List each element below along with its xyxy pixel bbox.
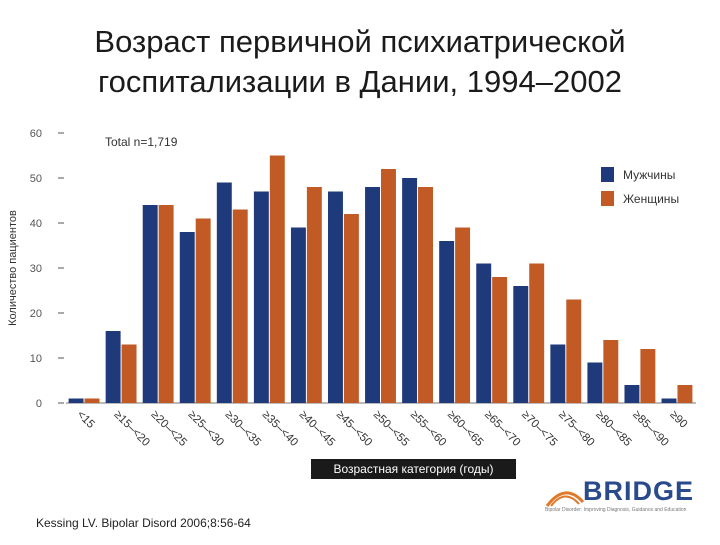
bar-men — [216, 182, 232, 403]
bridge-logo: BRIDGE Bipolar Disorder: Improving Diagn… — [545, 476, 710, 516]
bar-women — [640, 349, 656, 403]
legend-swatch — [601, 191, 614, 206]
bar-men — [550, 344, 566, 403]
legend-swatch — [601, 167, 614, 182]
bar-women — [269, 155, 285, 403]
title-line-2: госпитализации в Дании, 1994–2002 — [98, 64, 622, 99]
x-tick-label: ≥65–<70 — [482, 409, 522, 449]
bar-men — [661, 398, 677, 403]
page-title: Возраст первичной психиатрической госпит… — [0, 22, 720, 102]
bar-women — [529, 263, 545, 403]
x-axis-label-box — [311, 459, 516, 479]
legend-label: Женщины — [623, 192, 679, 206]
bar-men — [402, 178, 418, 403]
y-tick-label: 50 — [30, 173, 42, 185]
x-tick-label: ≥30–<35 — [223, 409, 263, 449]
bar-men — [587, 362, 603, 403]
x-tick-label: ≥25–<30 — [186, 409, 226, 449]
bar-women — [492, 277, 508, 403]
bar-men — [253, 191, 269, 403]
citation: Kessing LV. Bipolar Disord 2006;8:56-64 — [36, 516, 251, 530]
bar-men — [476, 263, 492, 403]
x-tick-label: ≥70–<75 — [519, 409, 559, 449]
x-tick-label: ≥15–<20 — [111, 409, 151, 449]
bridge-arc-icon — [545, 491, 585, 507]
bar-men — [513, 286, 529, 403]
x-tick-label: ≥40–<45 — [297, 409, 337, 449]
x-tick-label: ≥55–<60 — [408, 409, 448, 449]
bar-women — [232, 209, 248, 403]
bar-men — [439, 241, 455, 403]
bar-women — [121, 344, 137, 403]
bar-men — [68, 398, 84, 403]
bar-women — [158, 205, 174, 403]
x-tick-label: ≥90 — [667, 409, 689, 431]
y-tick-label: 40 — [30, 218, 42, 230]
bar-men — [179, 232, 195, 403]
bar-men — [328, 191, 343, 403]
bar-women — [84, 398, 100, 403]
bar-women — [677, 385, 693, 403]
x-tick-label: ≥60–<65 — [445, 409, 485, 449]
total-annotation: Total n=1,719 — [105, 135, 178, 149]
y-tick-label: 10 — [30, 353, 42, 365]
bar-men — [365, 187, 380, 403]
x-tick-label: ≥75–<80 — [556, 409, 596, 449]
y-tick-label: 0 — [36, 398, 42, 410]
bar-women — [343, 214, 359, 403]
bar-women — [603, 340, 619, 403]
y-tick-label: 30 — [30, 263, 42, 275]
x-tick-label: ≥85–<90 — [630, 409, 670, 449]
x-axis-label: Возрастная категория (годы) — [333, 462, 493, 476]
logo-tagline: Bipolar Disorder: Improving Diagnosis, G… — [545, 507, 687, 513]
title-line-1: Возраст первичной психиатрической — [94, 24, 626, 59]
x-tick-label: ≥45–<50 — [334, 409, 374, 449]
bar-men — [142, 205, 158, 403]
y-tick-label: 20 — [30, 308, 42, 320]
x-tick-label: ≥50–<55 — [371, 409, 411, 449]
bar-men — [290, 227, 306, 403]
bar-women — [195, 218, 211, 403]
legend-label: Мужчины — [623, 168, 675, 182]
bar-women — [566, 299, 582, 403]
bar-women — [381, 169, 396, 403]
x-tick-label: <15 — [74, 409, 96, 431]
bar-women — [418, 187, 433, 403]
bar-women — [306, 187, 322, 403]
x-tick-label: ≥80–<85 — [593, 409, 633, 449]
logo-name: BRIDGE — [583, 476, 695, 506]
y-tick-label: 60 — [30, 128, 42, 140]
bar-men — [624, 385, 640, 403]
bar-men — [105, 331, 121, 403]
bar-women — [455, 227, 471, 403]
x-tick-label: ≥20–<25 — [149, 409, 189, 449]
x-tick-label: ≥35–<40 — [260, 409, 300, 449]
y-axis-label: Количество пациентов — [7, 210, 19, 326]
